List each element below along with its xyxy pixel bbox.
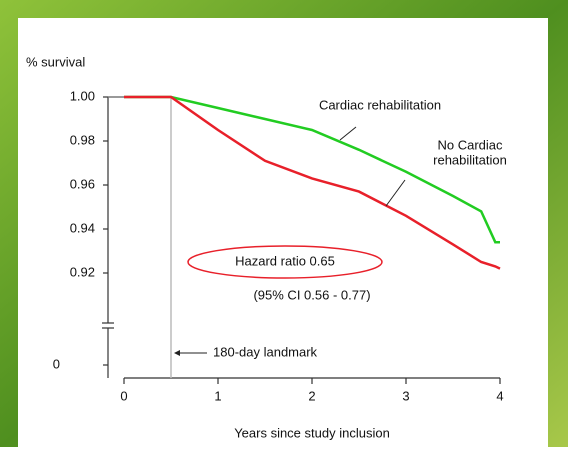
chart: % survival Years since study inclusion 0… — [0, 0, 568, 447]
y-tick-label: 0 — [53, 356, 60, 371]
x-axis-title: Years since study inclusion — [234, 425, 390, 440]
y-tick-label: 0.98 — [70, 132, 95, 147]
page: % survival Years since study inclusion 0… — [0, 0, 568, 447]
x-tick-label: 1 — [214, 388, 221, 403]
x-tick-label: 2 — [308, 388, 315, 403]
x-tick-label: 0 — [120, 388, 127, 403]
annotation: (95% CI 0.56 - 0.77) — [253, 287, 370, 302]
y-tick-label: 0.96 — [70, 176, 95, 191]
x-tick-label: 3 — [402, 388, 409, 403]
x-tick-label: 4 — [496, 388, 503, 403]
annotation: Hazard ratio 0.65 — [235, 253, 335, 268]
y-tick-label: 0.92 — [70, 264, 95, 279]
y-axis-title: % survival — [26, 54, 85, 69]
annotation: 180-day landmark — [213, 344, 318, 359]
panel — [18, 18, 548, 447]
annotation: No Cardiac — [437, 137, 503, 152]
annotation: Cardiac rehabilitation — [319, 97, 441, 112]
y-tick-label: 0.94 — [70, 220, 95, 235]
y-tick-label: 1.00 — [70, 88, 95, 103]
annotation: rehabilitation — [433, 152, 507, 167]
